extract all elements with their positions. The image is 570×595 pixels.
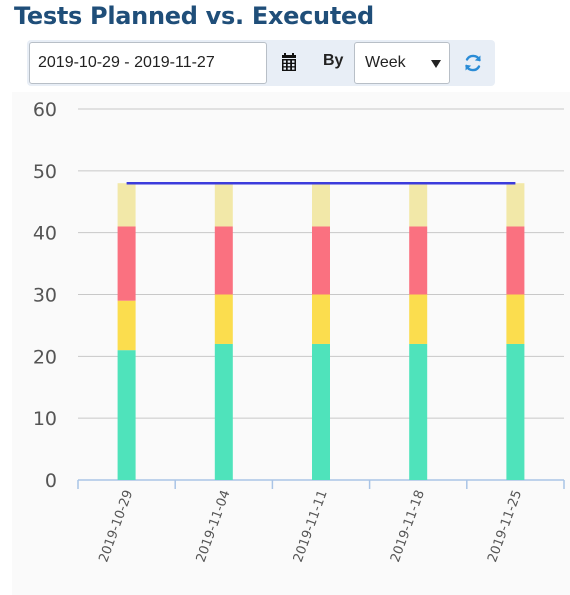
y-tick-label: 50	[33, 161, 57, 183]
period-select-value: Week	[365, 54, 406, 71]
y-tick-label: 40	[33, 223, 57, 245]
bar-segment	[117, 226, 136, 301]
by-label: By	[323, 52, 344, 69]
x-tick-label: 2019-10-29	[96, 488, 136, 564]
y-tick-label: 60	[33, 99, 57, 121]
bar-segment	[312, 294, 330, 344]
period-select[interactable]: Week	[354, 42, 450, 84]
bar-segment	[506, 343, 525, 480]
bar-segment	[117, 300, 136, 351]
bar-segment	[506, 183, 525, 227]
chart-panel: 0 10 20 30 40 50 60 2019-10-29 2019-11-04 2019-11…	[12, 92, 570, 595]
chevron-down-icon	[431, 60, 441, 68]
x-tick-label: 2019-11-18	[388, 488, 428, 564]
bar-segment	[506, 226, 525, 295]
bar-segment	[409, 183, 428, 227]
date-range-input[interactable]	[29, 42, 267, 84]
y-tick-label: 0	[45, 470, 57, 492]
bar-segment	[214, 343, 233, 480]
bar-segment	[214, 294, 233, 344]
bar-segment	[117, 183, 136, 227]
bar-segment	[409, 343, 428, 480]
bar-segment	[409, 294, 428, 344]
bar-segment	[409, 226, 428, 295]
stacked-bar-chart: 0 10 20 30 40 50 60 2019-10-29 2019-11-04 2019-11…	[33, 99, 565, 564]
filter-toolbar: By Week	[27, 40, 495, 86]
bar-segment	[312, 226, 330, 295]
calendar-icon[interactable]	[277, 51, 301, 75]
refresh-icon[interactable]	[461, 51, 485, 75]
bar-segment	[214, 183, 233, 227]
y-tick-label: 30	[33, 285, 57, 307]
y-tick-label: 10	[33, 408, 57, 430]
bar-segment	[214, 226, 233, 295]
x-tick-label: 2019-11-11	[291, 488, 331, 564]
x-tick-label: 2019-11-25	[485, 488, 525, 564]
y-tick-label: 20	[33, 346, 57, 368]
bar-segment	[312, 183, 330, 227]
chart-title: Tests Planned vs. Executed	[14, 2, 374, 30]
x-tick-label: 2019-11-04	[194, 488, 234, 564]
bar-segment	[506, 294, 525, 344]
bar-segment	[312, 343, 330, 480]
bar-segment	[117, 350, 136, 480]
